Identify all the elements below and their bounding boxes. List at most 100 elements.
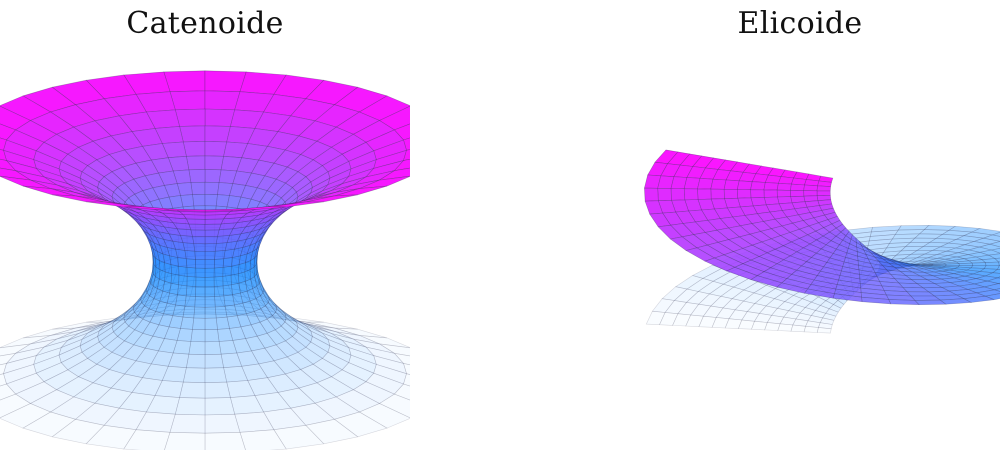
helicoid-mesh-face — [777, 323, 794, 332]
catenoid-mesh-face — [103, 336, 125, 353]
catenoid-mesh-face — [222, 284, 233, 297]
catenoid-mesh-face — [175, 294, 187, 307]
helicoid-mesh-face — [686, 278, 714, 292]
helicoid-mesh-face — [776, 182, 792, 191]
catenoid-mesh-face — [133, 332, 154, 349]
catenoid-mesh-face — [52, 321, 105, 330]
catenoid-mesh-face — [231, 282, 241, 296]
helicoid-mesh-face — [742, 292, 765, 304]
catenoid-mesh-face — [0, 393, 32, 419]
catenoid-mesh-face — [378, 393, 410, 419]
catenoid-mesh-face — [204, 193, 218, 207]
catenoid-mesh-face — [182, 242, 196, 252]
catenoid-mesh-face — [0, 403, 52, 429]
helicoid-panel: Elicoide — [600, 0, 1000, 450]
helicoid-mesh-face — [888, 299, 920, 306]
catenoid-mesh-face — [184, 250, 196, 260]
catenoid-mesh-face — [204, 431, 246, 450]
catenoid-mesh-face — [204, 125, 231, 143]
helicoid-mesh-face — [673, 288, 699, 303]
helicoid-mesh-face — [685, 291, 711, 305]
helicoid-mesh-face — [993, 288, 1000, 292]
catenoid-mesh-face — [5, 372, 45, 395]
catenoid-mesh-face — [193, 243, 206, 252]
catenoid-mesh-face — [204, 90, 241, 111]
catenoid-mesh-face — [0, 335, 51, 349]
catenoid-mesh-face — [169, 90, 206, 111]
catenoid-mesh-face — [204, 317, 218, 331]
helicoid-mesh-face — [790, 190, 805, 197]
helicoid-mesh-face — [723, 188, 739, 200]
helicoid-mesh-face — [750, 197, 767, 207]
catenoid-mesh-face — [164, 271, 172, 284]
catenoid-mesh-face — [14, 381, 58, 404]
catenoid-mesh-face — [290, 402, 336, 426]
helicoid-mesh-face — [734, 300, 756, 312]
helicoid-mesh-face — [763, 288, 786, 300]
catenoid-mesh-face — [135, 91, 176, 113]
catenoid-mesh-face — [204, 413, 241, 434]
catenoid-mesh-face — [86, 201, 137, 208]
helicoid-mesh-face — [971, 262, 987, 266]
helicoid-mesh-face — [710, 295, 733, 309]
catenoid-surface — [0, 70, 410, 450]
catenoid-mesh-face — [204, 341, 222, 355]
catenoid-mesh-face — [96, 154, 124, 173]
catenoid-mesh-face — [180, 316, 195, 330]
catenoid-mesh-face — [188, 223, 206, 231]
helicoid-mesh-face — [690, 303, 712, 317]
catenoid-mesh-face — [188, 169, 206, 183]
catenoid-mesh-face — [190, 229, 206, 238]
catenoid-mesh-face — [314, 396, 361, 420]
helicoid-mesh-face — [803, 190, 818, 197]
catenoid-mesh-face — [213, 258, 225, 269]
catenoid-mesh-face — [195, 286, 206, 298]
helicoid-mesh-face — [672, 313, 692, 327]
catenoid-mesh-face — [103, 407, 147, 431]
helicoid-title: Elicoide — [737, 6, 863, 41]
catenoid-mesh-face — [186, 266, 197, 278]
catenoid-mesh-face — [185, 258, 197, 269]
catenoid-mesh-face — [305, 418, 359, 445]
helicoid-mesh-face — [661, 286, 688, 301]
helicoid-mesh-face — [686, 166, 706, 179]
catenoid-mesh-face — [393, 383, 410, 401]
helicoid-mesh-face — [710, 178, 727, 190]
helicoid-mesh-face — [659, 312, 679, 326]
catenoid-mesh-face — [192, 193, 206, 207]
catenoid-mesh-face — [135, 411, 176, 433]
catenoid-mesh-face — [393, 123, 410, 141]
helicoid-mesh-face — [698, 293, 722, 307]
helicoid-mesh-face — [803, 184, 818, 192]
catenoid-mesh-face — [214, 295, 226, 308]
catenoid-title: Catenoide — [126, 6, 284, 41]
catenoid-mesh-face — [22, 411, 77, 438]
catenoid-mesh-face — [204, 140, 228, 157]
helicoid-mesh-face — [685, 247, 716, 262]
helicoid-mesh-face — [910, 295, 942, 301]
catenoid-mesh-face — [182, 367, 206, 384]
helicoid-mesh-face — [758, 305, 778, 316]
catenoid-mesh-face — [123, 429, 171, 450]
catenoid-mesh-face — [77, 363, 110, 384]
helicoid-mesh-face — [657, 187, 672, 202]
catenoid-mesh-face — [222, 265, 232, 277]
helicoid-mesh-face — [750, 181, 766, 191]
catenoid-mesh-face — [333, 411, 388, 438]
helicoid-mesh-face — [819, 317, 835, 325]
catenoid-mesh-face — [0, 123, 17, 141]
helicoid-mesh-face — [736, 180, 753, 191]
helicoid-mesh-face — [698, 315, 717, 328]
helicoid-surface — [644, 149, 1000, 334]
helicoid-mesh-face — [803, 325, 819, 333]
catenoid-mesh-face — [174, 108, 206, 127]
helicoid-mesh-face — [763, 182, 779, 191]
helicoid-mesh-face — [697, 280, 724, 295]
helicoid-mesh-face — [753, 313, 773, 323]
helicoid-mesh-face — [793, 171, 810, 180]
helicoid-mesh-face — [743, 281, 768, 294]
helicoid-mesh-face — [776, 282, 809, 294]
helicoid-mesh-face — [722, 298, 745, 311]
helicoid-mesh-face — [771, 307, 790, 318]
helicoid-mesh-face — [803, 288, 835, 299]
